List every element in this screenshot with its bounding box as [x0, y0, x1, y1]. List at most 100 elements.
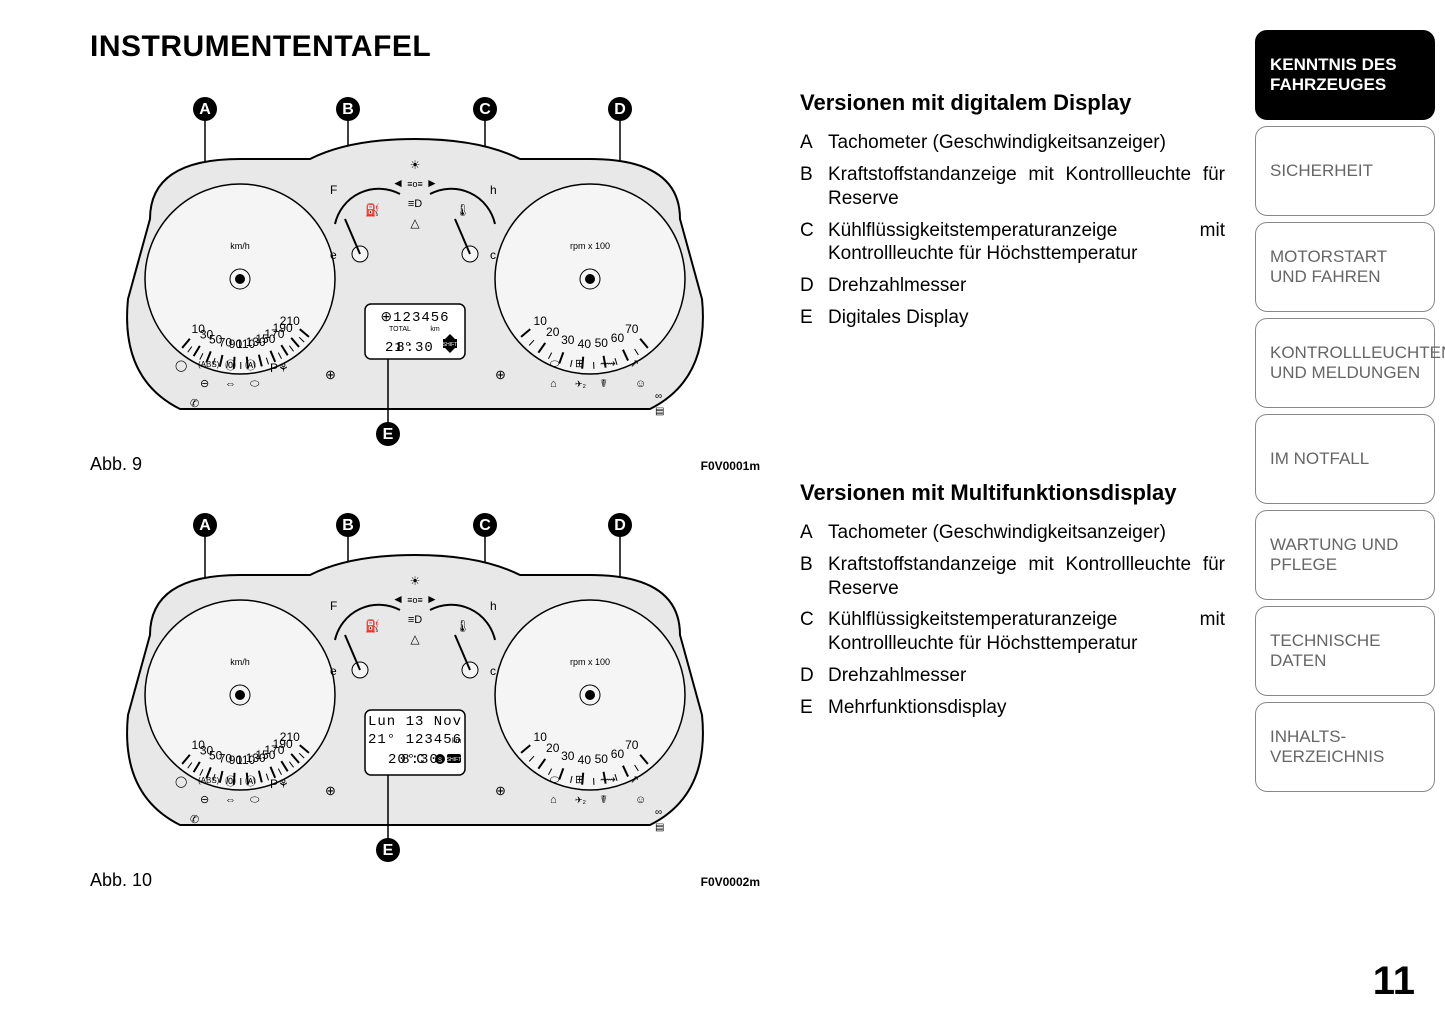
svg-text:⊞: ⊞ — [575, 358, 584, 370]
legend-key: A — [800, 521, 828, 545]
svg-text:h: h — [490, 183, 497, 197]
legend-key: E — [800, 306, 828, 330]
svg-text:≡D: ≡D — [408, 198, 422, 210]
svg-text:Ⓐ: Ⓐ — [245, 359, 256, 372]
figure-1: A B C D — [90, 79, 770, 475]
svg-text:⌂: ⌂ — [550, 794, 557, 806]
figure-2: A B C D — [90, 495, 770, 891]
svg-text:△: △ — [410, 216, 420, 230]
svg-text:(ABS): (ABS) — [198, 360, 220, 369]
svg-text:h: h — [490, 599, 497, 613]
svg-text:F: F — [330, 599, 337, 613]
sidebar-tab[interactable]: KONTROLLLEUCHTEN UND MELDUNGEN — [1255, 318, 1435, 408]
legend-key: D — [800, 274, 828, 298]
svg-text:▤: ▤ — [655, 822, 664, 833]
svg-text:km/h: km/h — [230, 241, 250, 251]
svg-text:TOTAL: TOTAL — [389, 326, 411, 333]
svg-text:⛽: ⛽ — [365, 203, 380, 217]
svg-text:◄: ◄ — [392, 592, 404, 606]
svg-text:8:30: 8:30 — [401, 752, 439, 768]
svg-text:50: 50 — [595, 336, 609, 350]
svg-text:c: c — [490, 664, 496, 678]
legend-text: Mehrfunktionsdisplay — [828, 696, 1225, 720]
legend-key: B — [800, 163, 828, 211]
sidebar-tab[interactable]: IM NOTFALL — [1255, 414, 1435, 504]
svg-text:≡o≡: ≡o≡ — [407, 179, 423, 189]
legend-item: ATachometer (Geschwindigkeitsan­zeiger) — [800, 131, 1225, 155]
svg-text:◄: ◄ — [392, 176, 404, 190]
sidebar-tab[interactable]: INHALTS­VERZEICHNIS — [1255, 702, 1435, 792]
svg-text:50: 50 — [595, 752, 609, 766]
svg-text:△: △ — [410, 632, 420, 646]
legend-item: DDrehzahlmesser — [800, 274, 1225, 298]
svg-text:km: km — [430, 326, 440, 333]
legend-1: ATachometer (Geschwindigkeitsan­zeiger) B… — [800, 131, 1225, 329]
sidebar-tab[interactable]: KENNTNIS DES FAHRZEUGES — [1255, 30, 1435, 120]
svg-text:A: A — [199, 517, 211, 534]
svg-text:km/h: km/h — [230, 657, 250, 667]
svg-text:⬭: ⬭ — [250, 378, 260, 390]
figure-2-label: Abb. 10 — [90, 870, 152, 891]
figure-1-label: Abb. 9 — [90, 454, 142, 475]
lcd-display: ⊕123456 TOTAL km 21° 8:30 SHIFT — [365, 304, 465, 359]
sidebar-tab[interactable]: SICHERHEIT — [1255, 126, 1435, 216]
svg-text:40: 40 — [578, 337, 592, 351]
svg-text:D: D — [614, 101, 626, 118]
legend-text: Drehzahlmesser — [828, 274, 1225, 298]
sidebar-tab[interactable]: MOTORSTART UND FAHREN — [1255, 222, 1435, 312]
svg-text:C: C — [479, 517, 491, 534]
svg-text:c: c — [490, 248, 496, 262]
legend-key: A — [800, 131, 828, 155]
svg-text:⟿: ⟿ — [600, 358, 616, 370]
svg-text:Ⓐ: Ⓐ — [245, 775, 256, 788]
svg-text:F: F — [330, 183, 337, 197]
svg-text:rpm x 100: rpm x 100 — [570, 657, 610, 667]
svg-text:(ABS): (ABS) — [198, 776, 220, 785]
lcd-display-2: Lun 13 Nov 21° 123456 km 20°C 8:30 S SHI… — [365, 710, 465, 775]
svg-text:60: 60 — [611, 747, 625, 761]
svg-text:P⚘: P⚘ — [270, 361, 289, 375]
svg-text:20: 20 — [546, 325, 560, 339]
svg-text:▤: ▤ — [655, 406, 664, 417]
legend-key: B — [800, 553, 828, 601]
legend-2: ATachometer (Geschwindigkeitsan­zeiger)B… — [800, 521, 1225, 719]
legend-text: Tachometer (Geschwindigkeitsan­zeiger) — [828, 521, 1225, 545]
svg-text:km: km — [452, 738, 462, 745]
figure-2-code: F0V0002m — [701, 875, 760, 889]
svg-text:⓪: ⓪ — [225, 359, 236, 372]
svg-text:◯: ◯ — [175, 360, 187, 372]
svg-text:30: 30 — [561, 749, 575, 763]
svg-text:⟿: ⟿ — [600, 774, 616, 786]
legend-text: Kraftstoffstandanzeige mit Kon­trollleuc… — [828, 163, 1225, 211]
section-1-title: Versionen mit digitalem Display — [800, 90, 1225, 116]
svg-text:P⚘: P⚘ — [270, 777, 289, 791]
svg-text:⊕123456: ⊕123456 — [380, 310, 449, 326]
svg-text:✈₂: ✈₂ — [575, 795, 587, 805]
svg-text:⊞: ⊞ — [575, 774, 584, 786]
sidebar-tab[interactable]: TECHNISCHE DATEN — [1255, 606, 1435, 696]
svg-text:⬭: ⬭ — [250, 794, 260, 806]
legend-text: Kühlflüssigkeitstemperaturanzeige mit Ko… — [828, 219, 1225, 267]
cluster-1: A B C D — [90, 79, 760, 449]
legend-key: C — [800, 608, 828, 656]
svg-text:☀: ☀ — [410, 158, 421, 172]
sidebar-tab[interactable]: WARTUNG UND PFLEGE — [1255, 510, 1435, 600]
svg-text:E: E — [383, 842, 394, 859]
svg-text:≡D: ≡D — [408, 614, 422, 626]
content-area: INSTRUMENTENTAFEL A B — [0, 0, 1255, 1019]
svg-text:↗: ↗ — [630, 774, 639, 786]
svg-text:►: ► — [426, 176, 438, 190]
svg-text:🌡: 🌡 — [455, 619, 470, 633]
legend-item: ATachometer (Geschwindigkeitsan­zeiger) — [800, 521, 1225, 545]
svg-text:S: S — [438, 758, 442, 764]
page-title: INSTRUMENTENTAFEL — [90, 30, 770, 64]
svg-text:8:30: 8:30 — [396, 340, 434, 356]
svg-text:Lun 13 Nov: Lun 13 Nov — [368, 714, 462, 730]
svg-text:D: D — [614, 517, 626, 534]
page-number: 11 — [1373, 959, 1415, 1004]
legend-item: EMehrfunktionsdisplay — [800, 696, 1225, 720]
legend-item: EDigitales Display — [800, 306, 1225, 330]
svg-text:⓪: ⓪ — [225, 775, 236, 788]
svg-text:B: B — [342, 101, 354, 118]
section-2-title: Versionen mit Multifunktionsdisplay — [800, 480, 1225, 506]
